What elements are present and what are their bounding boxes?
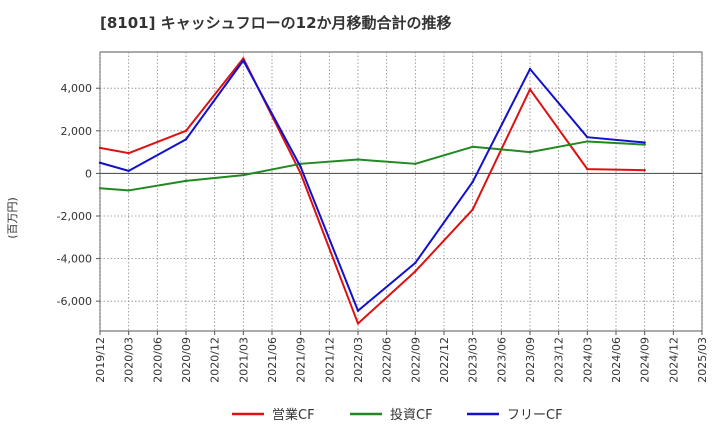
data-point: [528, 67, 532, 71]
x-tick-label: 2022/03: [352, 337, 365, 383]
data-point: [528, 150, 532, 154]
data-point: [471, 180, 474, 184]
data-point: [242, 173, 245, 177]
y-tick-label: -4,000: [57, 253, 92, 266]
data-point: [414, 162, 417, 166]
x-tick-label: 2024/03: [581, 337, 594, 383]
legend-label: 営業CF: [272, 407, 315, 423]
data-point: [643, 141, 646, 144]
y-axis-label: (百万円): [6, 197, 19, 239]
data-point: [242, 59, 245, 62]
x-tick-label: 2021/12: [323, 337, 336, 383]
x-tick-label: 2024/06: [610, 337, 623, 383]
data-point: [98, 161, 102, 164]
data-point: [471, 145, 474, 148]
data-point: [299, 172, 302, 175]
x-tick-label: 2022/06: [381, 337, 394, 383]
x-tick-label: 2023/12: [553, 337, 566, 383]
data-point: [184, 129, 188, 133]
x-tick-label: 2023/09: [524, 337, 537, 383]
data-point: [98, 187, 102, 190]
data-point: [98, 146, 102, 150]
legend-label: フリーCF: [507, 408, 563, 423]
data-point: [184, 179, 188, 183]
x-tick-label: 2020/09: [180, 337, 193, 383]
data-point: [414, 270, 417, 273]
x-tick-label: 2019/12: [94, 337, 107, 383]
data-point: [242, 57, 245, 60]
data-point: [586, 140, 589, 143]
data-point: [356, 158, 360, 161]
chart-title: [8101] キャッシュフローの12か月移動合計の推移: [100, 14, 452, 32]
y-axis: -6,000 -4,000 -2,000 0 2,000 4,000: [57, 82, 100, 308]
data-point: [127, 169, 130, 173]
plot-area: [99, 51, 703, 332]
x-tick-label: 2021/03: [237, 337, 250, 383]
x-tick-label: 2022/12: [438, 337, 451, 383]
plot-border: [99, 51, 703, 332]
data-point: [643, 143, 646, 146]
data-point: [586, 135, 589, 139]
legend: 営業CF 投資CF フリーCF: [232, 407, 563, 423]
x-tick-label: 2021/09: [295, 337, 308, 383]
y-tick-label: -6,000: [57, 295, 92, 308]
data-point: [299, 165, 302, 169]
data-point: [127, 189, 130, 192]
data-point: [414, 261, 417, 265]
data-point: [471, 208, 474, 211]
y-tick-label: 0: [85, 167, 92, 180]
x-tick-label: 2020/03: [123, 337, 136, 383]
data-point: [528, 88, 532, 91]
x-tick-label: 2024/09: [639, 337, 652, 383]
x-tick-label: 2023/03: [467, 337, 480, 383]
data-point: [184, 138, 188, 141]
data-point: [586, 167, 589, 171]
legend-label: 投資CF: [390, 407, 433, 423]
grid-lines: [99, 52, 703, 331]
x-tick-label: 2023/06: [495, 337, 508, 383]
x-tick-label: 2020/12: [209, 337, 222, 383]
x-tick-label: 2024/12: [667, 337, 680, 383]
x-tick-label: 2021/06: [266, 337, 279, 383]
y-tick-label: 4,000: [61, 82, 93, 95]
data-point: [356, 309, 360, 312]
series-lines: [98, 57, 646, 325]
data-point: [127, 151, 130, 155]
x-tick-label: 2020/06: [151, 337, 164, 383]
y-tick-label: 2,000: [61, 125, 93, 138]
y-tick-label: -2,000: [57, 210, 92, 223]
data-point: [643, 169, 646, 172]
x-axis: 2019/12 2020/03 2020/06 2020/09 2020/12 2021/…: [94, 331, 709, 383]
x-tick-label: 2022/09: [409, 337, 422, 383]
data-point: [356, 322, 360, 325]
x-tick-label: 2025/03: [696, 337, 709, 383]
